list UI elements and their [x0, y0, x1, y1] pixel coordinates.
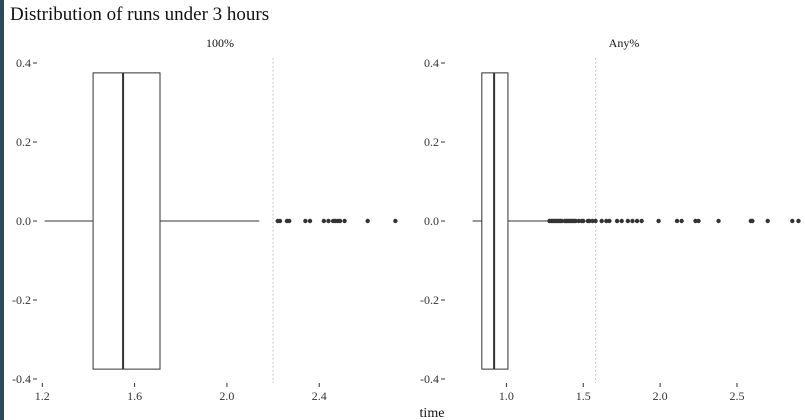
- outlier-point: [614, 218, 620, 224]
- outlier-point: [277, 218, 283, 224]
- y-tick-label: 0.2: [424, 135, 439, 149]
- outlier-point: [326, 218, 331, 224]
- x-tick-label: 1.5: [576, 389, 591, 403]
- outlier-point: [287, 218, 292, 224]
- outlier-point: [674, 218, 680, 224]
- outlier-point: [342, 218, 347, 224]
- x-tick-label: 1.0: [499, 389, 514, 403]
- chart-title: Distribution of runs under 3 hours: [10, 4, 270, 25]
- y-tick-label: -0.4: [420, 372, 439, 386]
- outlier-point: [604, 218, 609, 224]
- outlier-point: [590, 218, 595, 224]
- facet-label: Any%: [609, 36, 640, 50]
- y-tick-label: 0.0: [424, 214, 439, 228]
- outlier-point: [607, 218, 612, 224]
- outlier-point: [693, 218, 698, 224]
- outlier-point: [679, 218, 684, 224]
- outlier-point: [639, 218, 644, 224]
- outlier-point: [619, 218, 624, 224]
- panel-anypct: Any% 0.4 0.2 0.0 -0.2 -0.4 1.0 1.5 2.0 2.5: [420, 36, 801, 403]
- outlier-point: [599, 218, 604, 224]
- iqr-box: [92, 72, 161, 370]
- x-tick-label: 1.6: [127, 389, 142, 403]
- y-tick-label: 0.2: [16, 135, 31, 149]
- outlier-point: [576, 218, 581, 224]
- outlier-point: [796, 218, 801, 224]
- outlier-point: [581, 218, 586, 224]
- outlier-point: [625, 218, 631, 224]
- y-tick-label: -0.4: [12, 372, 31, 386]
- outlier-point: [593, 218, 598, 224]
- outlier-point: [587, 218, 592, 224]
- outlier-point: [303, 218, 308, 224]
- outlier-point: [337, 218, 343, 224]
- outlier-point: [573, 218, 578, 224]
- panel-100pct: 100% 0.4 0.2 0.0 -0.2 -0.4 1.2 1.6 2.0 2.4: [12, 36, 398, 403]
- outlier-point: [393, 218, 398, 224]
- x-tick-label: 2.0: [653, 389, 668, 403]
- x-tick-label: 2.0: [219, 389, 234, 403]
- outlier-point: [559, 218, 564, 224]
- x-axis-title: time: [420, 406, 445, 420]
- y-tick-label: -0.2: [12, 293, 31, 307]
- y-tick-label: 0.0: [16, 214, 31, 228]
- window-edge: [0, 0, 4, 420]
- outlier-point: [696, 218, 701, 224]
- outlier-point: [634, 218, 640, 224]
- x-tick-label: 1.2: [35, 389, 50, 403]
- outlier-point: [790, 218, 795, 224]
- facet-label: 100%: [206, 36, 234, 50]
- outlier-point: [365, 218, 370, 224]
- outlier-point: [750, 218, 755, 224]
- y-tick-label: 0.4: [424, 56, 439, 70]
- x-tick-label: 2.5: [729, 389, 744, 403]
- outlier-point: [716, 218, 721, 224]
- outlier-point: [307, 218, 313, 224]
- outlier-point: [765, 218, 770, 224]
- y-tick-label: -0.2: [420, 293, 439, 307]
- outlier-point: [630, 218, 635, 224]
- outlier-point: [656, 218, 661, 224]
- outlier-point: [321, 218, 327, 224]
- x-tick-label: 2.4: [312, 389, 327, 403]
- y-tick-label: 0.4: [16, 56, 31, 70]
